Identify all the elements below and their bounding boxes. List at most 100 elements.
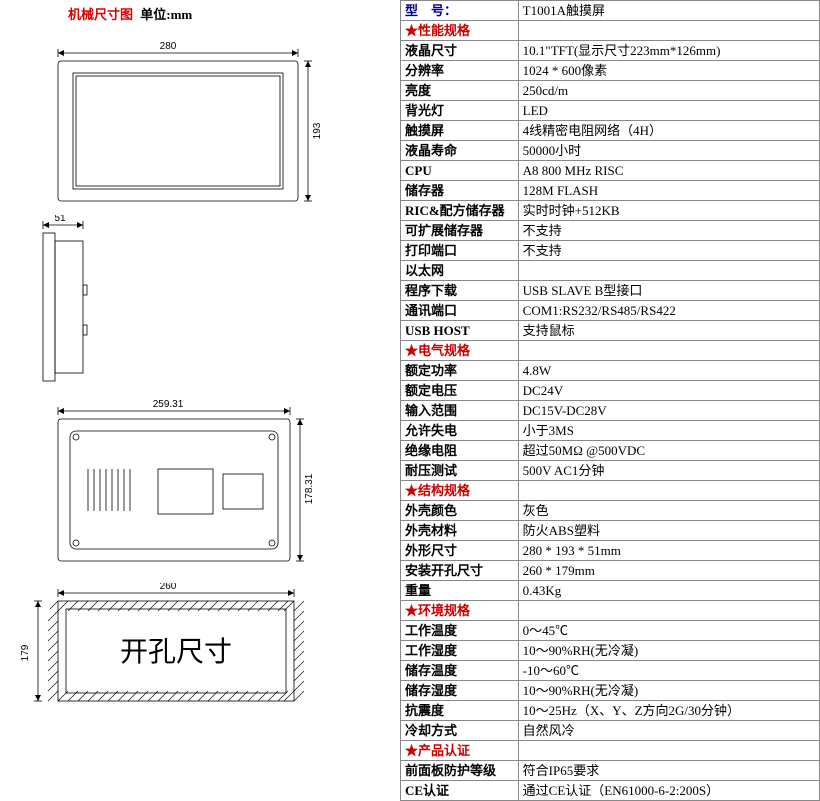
- spec-label: 分辨率: [401, 61, 519, 81]
- section-header-label: ★产品认证: [401, 741, 519, 761]
- spec-label: 允许失电: [401, 421, 519, 441]
- spec-row: 打印端口不支持: [401, 241, 820, 261]
- spec-value: 0.43Kg: [518, 581, 819, 601]
- spec-value: 500V AC1分钟: [518, 461, 819, 481]
- model-row: 型 号：T1001A触摸屏: [401, 1, 820, 21]
- diagrams: 280 193 5: [8, 31, 392, 711]
- spec-value: 实时时钟+512KB: [518, 201, 819, 221]
- spec-label: 外壳颜色: [401, 501, 519, 521]
- side-view-diagram: 51: [8, 215, 168, 395]
- spec-value: 0～45℃: [518, 621, 819, 641]
- spec-label: 绝缘电阻: [401, 441, 519, 461]
- spec-row: 额定电压DC24V: [401, 381, 820, 401]
- spec-row: 液晶尺寸10.1"TFT(显示尺寸223mm*126mm): [401, 41, 820, 61]
- spec-label: 前面板防护等级: [401, 761, 519, 781]
- back-height-label: 178.31: [304, 473, 315, 504]
- spec-label: 输入范围: [401, 401, 519, 421]
- spec-value: LED: [518, 101, 819, 121]
- spec-value: 支持鼠标: [518, 321, 819, 341]
- spec-label: 储存器: [401, 181, 519, 201]
- section-header: ★环境规格: [401, 601, 820, 621]
- dimension-diagram-panel: 机械尺寸图 单位:mm 280 19: [0, 0, 400, 726]
- spec-row: 以太网: [401, 261, 820, 281]
- spec-row: 安装开孔尺寸260 * 179mm: [401, 561, 820, 581]
- front-view-diagram: 280 193: [8, 31, 348, 211]
- spec-value: 1024 * 600像素: [518, 61, 819, 81]
- spec-label: 触摸屏: [401, 121, 519, 141]
- section-header-empty: [518, 341, 819, 361]
- spec-row: 绝缘电阻超过50MΩ @500VDC: [401, 441, 820, 461]
- spec-value: 符合IP65要求: [518, 761, 819, 781]
- section-header-label: ★性能规格: [401, 21, 519, 41]
- spec-label: 储存温度: [401, 661, 519, 681]
- section-header: ★结构规格: [401, 481, 820, 501]
- spec-row: USB HOST支持鼠标: [401, 321, 820, 341]
- spec-label: 储存湿度: [401, 681, 519, 701]
- spec-value: -10～60℃: [518, 661, 819, 681]
- spec-row: 触摸屏4线精密电阻网络（4H）: [401, 121, 820, 141]
- spec-value: 10.1"TFT(显示尺寸223mm*126mm): [518, 41, 819, 61]
- spec-label: 通讯端口: [401, 301, 519, 321]
- spec-value: 250cd/m: [518, 81, 819, 101]
- spec-row: 允许失电小于3MS: [401, 421, 820, 441]
- spec-label: 外壳材料: [401, 521, 519, 541]
- spec-label: 额定功率: [401, 361, 519, 381]
- section-header-label: ★电气规格: [401, 341, 519, 361]
- spec-row: 抗震度10～25Hz（X、Y、Z方向2G/30分钟）: [401, 701, 820, 721]
- spec-value: 不支持: [518, 241, 819, 261]
- spec-value: 超过50MΩ @500VDC: [518, 441, 819, 461]
- spec-row: 可扩展储存器不支持: [401, 221, 820, 241]
- section-header-label: ★结构规格: [401, 481, 519, 501]
- spec-value: 灰色: [518, 501, 819, 521]
- section-header-label: ★环境规格: [401, 601, 519, 621]
- cutout-text: 开孔尺寸: [120, 636, 232, 668]
- spec-label: 额定电压: [401, 381, 519, 401]
- cutout-width-label: 260: [160, 583, 177, 592]
- spec-row: 液晶寿命50000小时: [401, 141, 820, 161]
- spec-value: 自然风冷: [518, 721, 819, 741]
- section-header-empty: [518, 21, 819, 41]
- spec-row: 储存器128M FLASH: [401, 181, 820, 201]
- cutout-diagram: 开孔尺寸 260 179: [8, 583, 348, 713]
- spec-value: 4线精密电阻网络（4H）: [518, 121, 819, 141]
- spec-row: 耐压测试500V AC1分钟: [401, 461, 820, 481]
- spec-value: A8 800 MHz RISC: [518, 161, 819, 181]
- spec-label: CE认证: [401, 781, 519, 801]
- spec-value: 小于3MS: [518, 421, 819, 441]
- spec-label: 亮度: [401, 81, 519, 101]
- spec-table: 型 号：T1001A触摸屏★性能规格液晶尺寸10.1"TFT(显示尺寸223mm…: [400, 0, 820, 801]
- spec-label: 耐压测试: [401, 461, 519, 481]
- model-label: 型 号：: [401, 1, 519, 21]
- spec-row: 额定功率4.8W: [401, 361, 820, 381]
- spec-row: 储存温度-10～60℃: [401, 661, 820, 681]
- spec-row: 冷却方式自然风冷: [401, 721, 820, 741]
- title-red: 机械尺寸图: [68, 7, 133, 22]
- spec-value: 防火ABS塑料: [518, 521, 819, 541]
- front-height-label: 193: [312, 122, 323, 139]
- main-container: 机械尺寸图 单位:mm 280 19: [0, 0, 820, 726]
- spec-value: 10～25Hz（X、Y、Z方向2G/30分钟）: [518, 701, 819, 721]
- spec-value: 128M FLASH: [518, 181, 819, 201]
- spec-value: [518, 261, 819, 281]
- spec-row: 工作湿度10～90%RH(无冷凝): [401, 641, 820, 661]
- spec-value: 通过CE认证（EN61000-6-2:200S）: [518, 781, 819, 801]
- side-width-label: 51: [54, 215, 66, 224]
- cutout-height-label: 179: [20, 644, 31, 661]
- spec-value: 10～90%RH(无冷凝): [518, 681, 819, 701]
- spec-value: COM1:RS232/RS485/RS422: [518, 301, 819, 321]
- spec-label: RIC&配方储存器: [401, 201, 519, 221]
- spec-label: 液晶寿命: [401, 141, 519, 161]
- spec-label: 可扩展储存器: [401, 221, 519, 241]
- section-header: ★产品认证: [401, 741, 820, 761]
- model-value: T1001A触摸屏: [518, 1, 819, 21]
- spec-label: 打印端口: [401, 241, 519, 261]
- spec-value: DC15V-DC28V: [518, 401, 819, 421]
- spec-row: CPUA8 800 MHz RISC: [401, 161, 820, 181]
- section-header-empty: [518, 601, 819, 621]
- back-view-diagram: 259.31 178.31: [8, 399, 348, 579]
- spec-row: 外壳颜色灰色: [401, 501, 820, 521]
- spec-row: 程序下载USB SLAVE B型接口: [401, 281, 820, 301]
- spec-label: 背光灯: [401, 101, 519, 121]
- spec-value: 不支持: [518, 221, 819, 241]
- spec-row: 前面板防护等级符合IP65要求: [401, 761, 820, 781]
